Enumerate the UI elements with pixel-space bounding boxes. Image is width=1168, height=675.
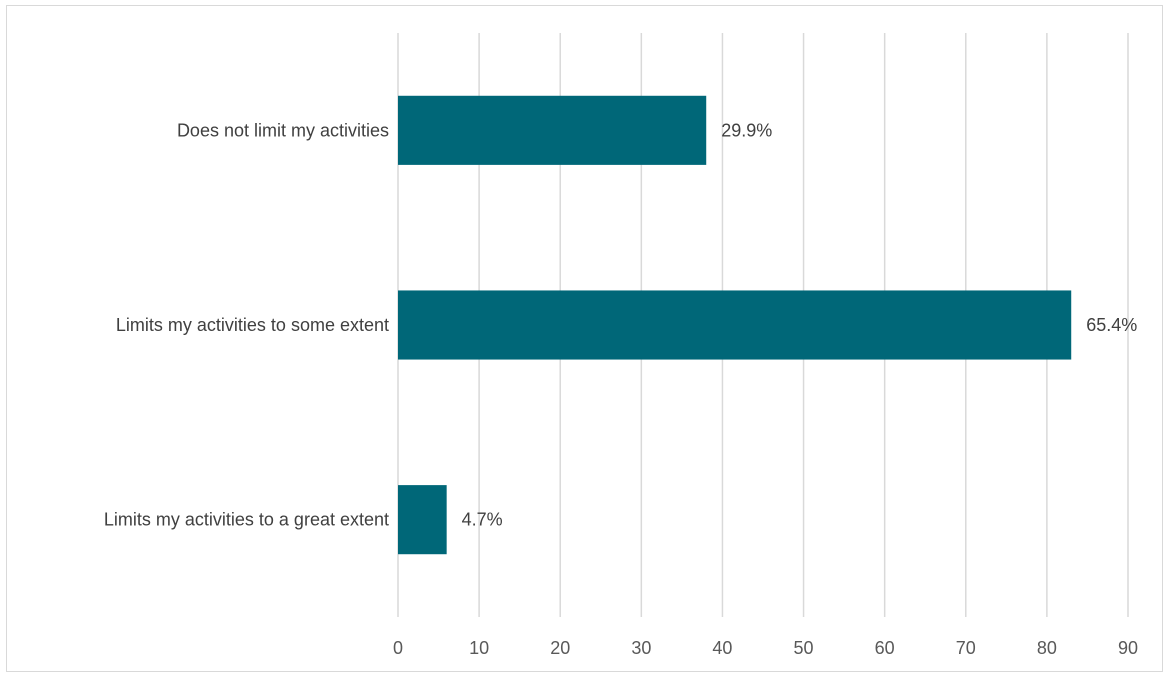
x-tick-label: 90 xyxy=(1118,638,1138,658)
data-label: 29.9% xyxy=(721,120,772,140)
x-tick-label: 20 xyxy=(550,638,570,658)
x-tick-label: 10 xyxy=(469,638,489,658)
x-tick-label: 0 xyxy=(393,638,403,658)
bar xyxy=(398,95,707,165)
data-label: 65.4% xyxy=(1086,315,1137,335)
bar xyxy=(398,485,447,555)
x-tick-label: 50 xyxy=(794,638,814,658)
x-tick-label: 80 xyxy=(1037,638,1057,658)
data-label: 4.7% xyxy=(462,510,503,530)
x-tick-label: 40 xyxy=(712,638,732,658)
x-tick-label: 60 xyxy=(875,638,895,658)
labels: 0 10 20 30 40 50 60 70 80 90 Does not limit my act… xyxy=(104,120,1138,658)
x-tick-label: 30 xyxy=(631,638,651,658)
bars xyxy=(398,95,1072,555)
x-tick-label: 70 xyxy=(956,638,976,658)
category-label: Limits my activities to a great extent xyxy=(104,510,389,530)
category-label: Does not limit my activities xyxy=(177,120,389,140)
category-label: Limits my activities to some extent xyxy=(116,315,389,335)
bar xyxy=(398,290,1072,360)
